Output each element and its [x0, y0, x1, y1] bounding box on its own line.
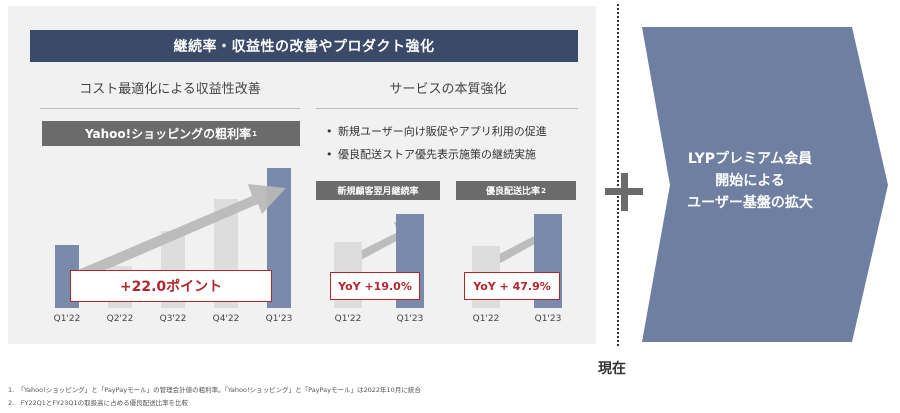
delivery-tick-label-1: Q1'22 — [472, 314, 500, 324]
left-growth-arrow — [78, 184, 286, 280]
arrow-text-line-3: ユーザー基盤の拡大 — [687, 195, 813, 211]
gross-margin-callout: +22.0ポイント — [70, 270, 272, 302]
gross-margin-tick-label-5: Q1'23 — [265, 314, 293, 324]
now-label: 現在 — [598, 361, 626, 377]
left-heading: コスト最適化による収益性改善 — [79, 82, 261, 97]
bullet-text-2: 優良配送ストア優先表示施策の継続実施 — [338, 148, 536, 161]
delivery-label-note: 2 — [541, 186, 546, 195]
gross-margin-tick-label-4: Q4'22 — [212, 314, 240, 324]
footnote-2: 2. FY22Q1とFY23Q1の取扱高に占める優良配送比率を比較 — [8, 399, 189, 407]
delivery-tick-label-2: Q1'23 — [534, 314, 562, 324]
bullet-text-1: 新規ユーザー向け販促やアプリ利用の促進 — [338, 125, 547, 138]
retention-tick-label-2: Q1'23 — [396, 314, 424, 324]
arrow-text: LYPプレミアム会員 開始による ユーザー基盤の拡大 — [645, 148, 855, 214]
bullet-item-2: • 優良配送ストア優先表示施策の継続実施 — [326, 143, 547, 166]
plus-icon-bar — [605, 188, 643, 195]
timeline-separator — [617, 4, 619, 346]
left-rule — [40, 108, 300, 109]
gross-margin-label-note: 1 — [252, 129, 258, 138]
bullet-item-1: • 新規ユーザー向け販促やアプリ利用の促進 — [326, 120, 547, 143]
arrow-text-line-2: 開始による — [715, 173, 785, 189]
retention-callout: YoY +19.0% — [330, 272, 420, 300]
footnote-1: 1. 「Yahoo!ショッピング」と「PayPayモール」の管理会計値の粗利率。… — [8, 386, 421, 394]
gross-margin-label: Yahoo!ショッピングの粗利率 1 — [42, 121, 300, 146]
delivery-label: 優良配送比率 2 — [456, 181, 576, 200]
big-chevron-arrow — [642, 27, 888, 342]
right-rule — [316, 108, 578, 109]
gross-margin-tick-label-1: Q1'22 — [53, 314, 81, 324]
banner-title: 継続率・収益性の改善やプロダクト強化 — [30, 30, 578, 62]
delivery-label-text: 優良配送比率 — [486, 187, 541, 197]
retention-tick-label-1: Q1'22 — [334, 314, 362, 324]
gross-margin-label-text: Yahoo!ショッピングの粗利率 — [84, 127, 252, 141]
gross-margin-tick-label-3: Q3'22 — [159, 314, 187, 324]
right-heading: サービスの本質強化 — [389, 82, 507, 97]
delivery-callout: YoY + 47.9% — [464, 272, 560, 300]
gross-margin-tick-label-2: Q2'22 — [106, 314, 134, 324]
arrow-text-line-1: LYPプレミアム会員 — [687, 151, 813, 167]
bullet-list: • 新規ユーザー向け販促やアプリ利用の促進 • 優良配送ストア優先表示施策の継続実施 — [326, 120, 547, 166]
retention-label: 新規顧客翌月継続率 — [316, 181, 440, 200]
